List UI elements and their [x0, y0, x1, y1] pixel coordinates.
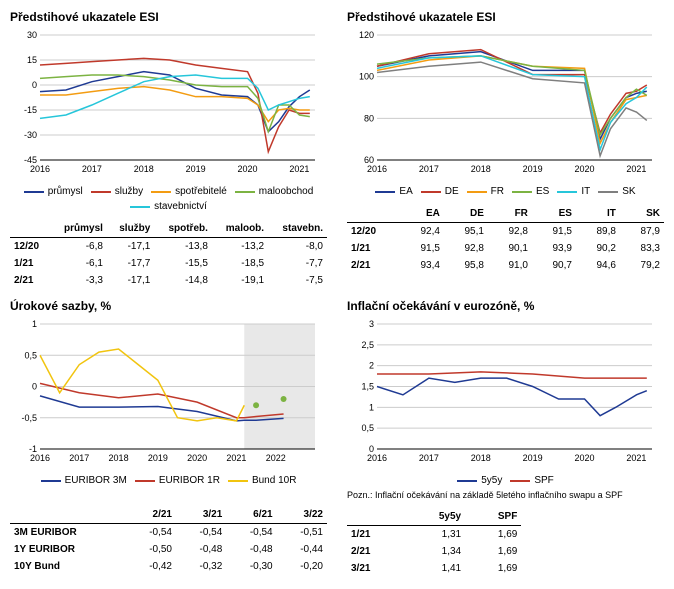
svg-text:0,5: 0,5	[361, 423, 374, 433]
svg-text:2021: 2021	[289, 164, 309, 174]
svg-text:2018: 2018	[134, 164, 154, 174]
table-row: 12/2092,495,192,891,589,887,9	[347, 223, 664, 241]
svg-text:-30: -30	[24, 130, 37, 140]
svg-text:2021: 2021	[626, 164, 646, 174]
chart1-table: průmyslslužbyspotřeb.maloob.stavebn.12/2…	[10, 220, 327, 289]
svg-text:120: 120	[359, 30, 374, 40]
svg-text:15: 15	[27, 55, 37, 65]
table-row: 1/211,311,69	[347, 526, 521, 544]
legend-item-Bund 10R: Bund 10R	[228, 475, 296, 486]
svg-text:0,5: 0,5	[24, 350, 37, 360]
chart4-note: Pozn.: Inflační očekávání na základě 5le…	[347, 490, 664, 500]
svg-text:2017: 2017	[419, 453, 439, 463]
legend-item-průmysl: průmysl	[24, 186, 83, 197]
legend-item-EA: EA	[375, 186, 412, 197]
legend-item-IT: IT	[557, 186, 590, 197]
table-row: 10Y Bund-0,42-0,32-0,30-0,20	[10, 558, 327, 575]
svg-text:1,5: 1,5	[361, 382, 374, 392]
legend-item-služby: služby	[91, 186, 143, 197]
svg-text:2: 2	[369, 361, 374, 371]
interest-rates-panel: Úrokové sazby, % -1-0,500,51201620172018…	[10, 299, 327, 577]
table-row: 1/21-6,1-17,7-15,5-18,5-7,7	[10, 255, 327, 272]
svg-text:2019: 2019	[186, 164, 206, 174]
svg-text:2018: 2018	[471, 164, 491, 174]
esi-country-panel: Předstihové ukazatele ESI 60801001202016…	[347, 10, 664, 289]
legend-item-maloobchod: maloobchod	[235, 186, 313, 197]
legend-item-EURIBOR 3M: EURIBOR 3M	[41, 475, 127, 486]
svg-text:2016: 2016	[30, 453, 50, 463]
legend-item-spotřebitelé: spotřebitelé	[151, 186, 227, 197]
chart4-title: Inflační očekávání v eurozóně, %	[347, 299, 664, 313]
chart4-legend: 5y5y SPF	[347, 475, 664, 486]
chart1-title: Předstihové ukazatele ESI	[10, 10, 327, 24]
legend-item-ES: ES	[512, 186, 549, 197]
table-row: 2/21-3,3-17,1-14,8-19,1-7,5	[10, 272, 327, 289]
svg-text:2017: 2017	[82, 164, 102, 174]
inflation-panel: Inflační očekávání v eurozóně, % 00,511,…	[347, 299, 664, 577]
svg-text:2020: 2020	[238, 164, 258, 174]
svg-text:30: 30	[27, 30, 37, 40]
svg-text:2021: 2021	[626, 453, 646, 463]
table-row: 2/211,341,69	[347, 543, 521, 560]
chart3-svg: -1-0,500,512016201720182019202020212022	[10, 319, 320, 469]
chart3-table: 2/213/216/213/223M EURIBOR-0,54-0,54-0,5…	[10, 506, 327, 575]
svg-text:1: 1	[369, 402, 374, 412]
svg-text:100: 100	[359, 72, 374, 82]
svg-text:2019: 2019	[148, 453, 168, 463]
svg-text:0: 0	[32, 382, 37, 392]
svg-text:2021: 2021	[226, 453, 246, 463]
table-row: 12/20-6,8-17,1-13,8-13,2-8,0	[10, 238, 327, 256]
chart1-svg: -45-30-1501530201620172018201920202021	[10, 30, 320, 180]
svg-text:-0,5: -0,5	[21, 413, 37, 423]
chart2-table: EADEFRESITSK12/2092,495,192,891,589,887,…	[347, 205, 664, 274]
svg-text:-15: -15	[24, 105, 37, 115]
svg-text:2018: 2018	[471, 453, 491, 463]
svg-text:80: 80	[364, 113, 374, 123]
table-row: 1/2191,592,890,193,990,283,3	[347, 240, 664, 257]
legend-item-5y5y: 5y5y	[457, 475, 502, 486]
table-row: 2/2193,495,891,090,794,679,2	[347, 257, 664, 274]
svg-text:2019: 2019	[523, 164, 543, 174]
chart2-legend: EA DE FR ES IT SK	[347, 186, 664, 197]
svg-text:2017: 2017	[69, 453, 89, 463]
chart4-table: 5y5ySPF1/211,311,692/211,341,693/211,411…	[347, 508, 521, 577]
legend-item-SPF: SPF	[510, 475, 553, 486]
svg-text:2016: 2016	[367, 164, 387, 174]
svg-text:2017: 2017	[419, 164, 439, 174]
chart3-legend: EURIBOR 3M EURIBOR 1R Bund 10R	[10, 475, 327, 486]
legend-item-DE: DE	[421, 186, 459, 197]
svg-text:0: 0	[32, 80, 37, 90]
legend-item-stavebnictví: stavebnictví	[130, 201, 207, 212]
svg-text:3: 3	[369, 319, 374, 329]
esi-sector-panel: Předstihové ukazatele ESI -45-30-1501530…	[10, 10, 327, 289]
svg-text:2018: 2018	[109, 453, 129, 463]
svg-text:2016: 2016	[30, 164, 50, 174]
table-row: 1Y EURIBOR-0,50-0,48-0,48-0,44	[10, 541, 327, 558]
svg-text:1: 1	[32, 319, 37, 329]
svg-text:2022: 2022	[266, 453, 286, 463]
svg-text:2016: 2016	[367, 453, 387, 463]
chart4-svg: 00,511,522,53201620172018201920202021	[347, 319, 657, 469]
svg-text:2020: 2020	[575, 453, 595, 463]
svg-text:2,5: 2,5	[361, 340, 374, 350]
svg-text:2020: 2020	[187, 453, 207, 463]
chart2-title: Předstihové ukazatele ESI	[347, 10, 664, 24]
legend-item-SK: SK	[598, 186, 635, 197]
chart2-svg: 6080100120201620172018201920202021	[347, 30, 657, 180]
legend-item-EURIBOR 1R: EURIBOR 1R	[135, 475, 220, 486]
chart1-legend: průmysl služby spotřebitelé maloobchod stave…	[10, 186, 327, 212]
svg-text:2020: 2020	[575, 164, 595, 174]
table-row: 3M EURIBOR-0,54-0,54-0,54-0,51	[10, 524, 327, 542]
svg-text:2019: 2019	[523, 453, 543, 463]
legend-item-FR: FR	[467, 186, 504, 197]
table-row: 3/211,411,69	[347, 560, 521, 577]
chart3-title: Úrokové sazby, %	[10, 299, 327, 313]
